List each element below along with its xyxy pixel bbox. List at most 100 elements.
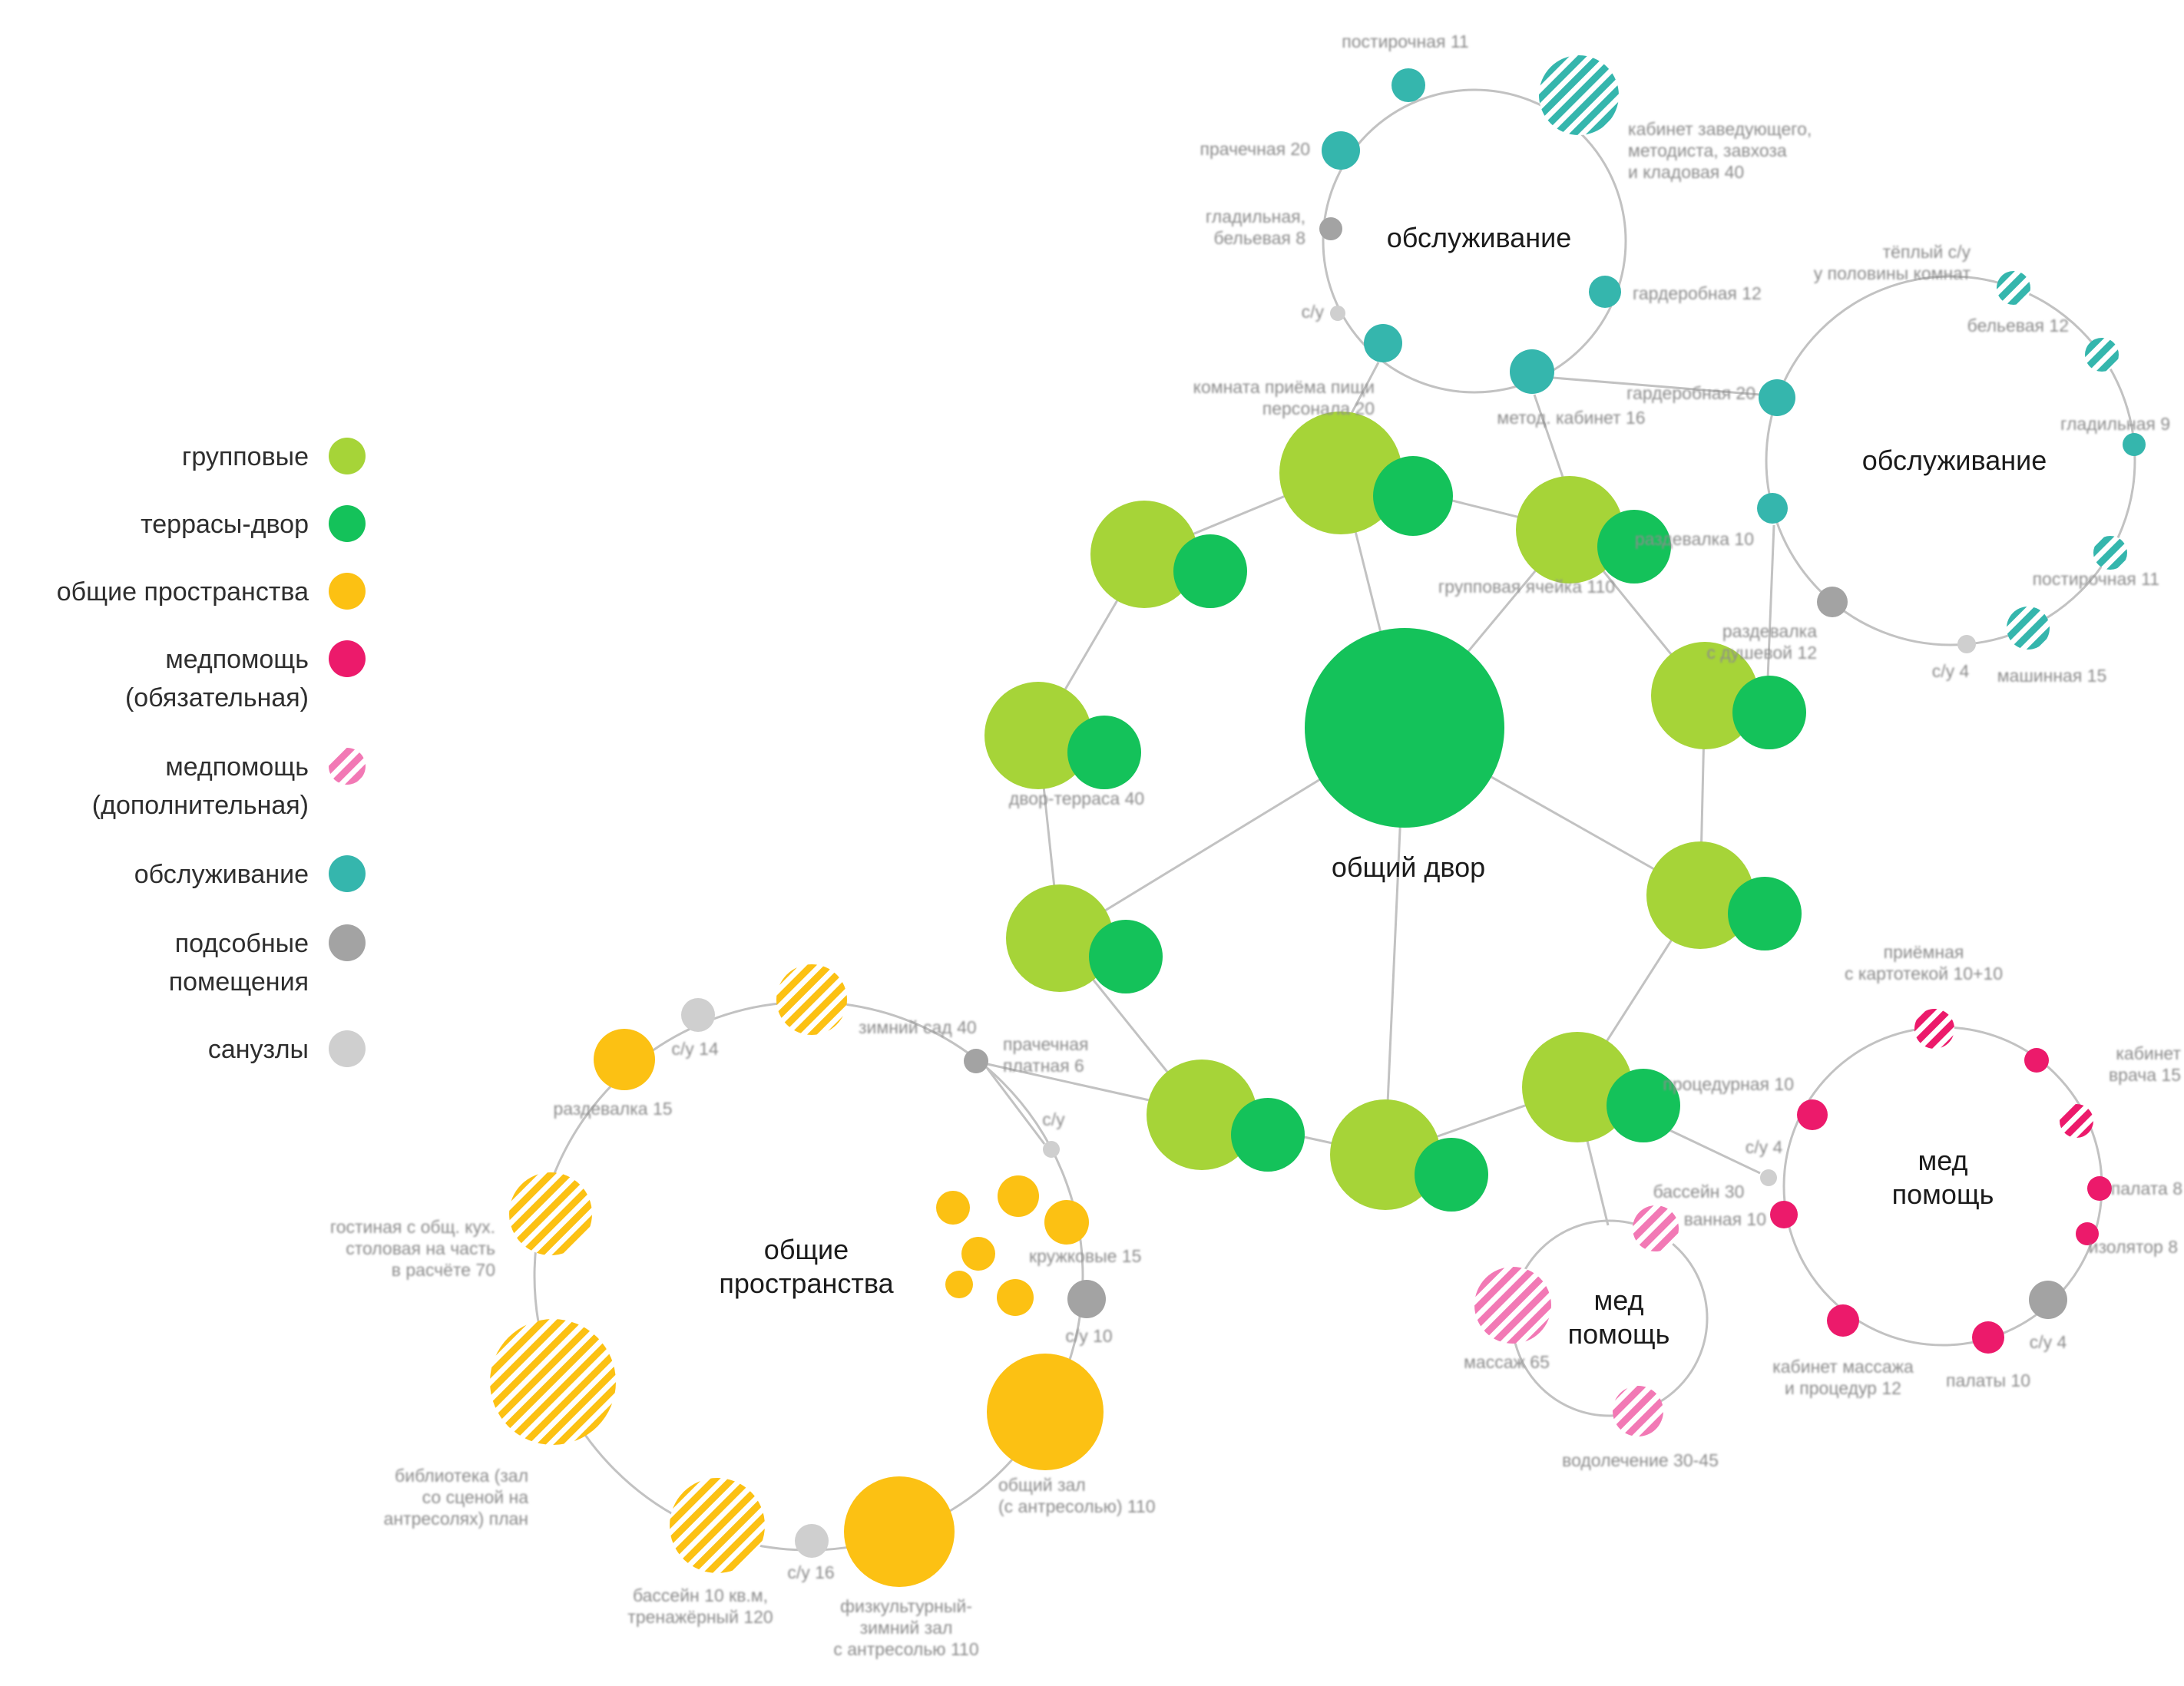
- terrace-bubble-5: [1415, 1138, 1488, 1212]
- med-main-label-7: ванная 10: [1684, 1209, 1766, 1229]
- med-main-label-0-line-1: с картотекой 10+10: [1845, 964, 2003, 984]
- med-main-node-1: [2024, 1048, 2049, 1073]
- common-spaces-node-14: [997, 1279, 1034, 1316]
- common-spaces-label-8: общий зал (с антресолью) 110: [998, 1475, 1156, 1516]
- service-top-label-3-line-1: бельевая 8: [1213, 228, 1305, 248]
- service-right-label-8: гардеробная 20: [1626, 383, 1755, 403]
- service-right-label-1-line-0: бельевая 12: [1967, 316, 2069, 336]
- service-right-label-6-line-1: с душевой 12: [1706, 643, 1817, 663]
- common-spaces-label-2-line-0: раздевалка 15: [553, 1099, 672, 1119]
- legend-label-0-line-0: групповые: [182, 442, 309, 471]
- med-main-label-0-line-0: приёмная: [1884, 942, 1964, 962]
- service-right-title: обслуживание: [1862, 445, 2047, 476]
- common-spaces-label-6-line-0: с/у 16: [787, 1562, 834, 1582]
- service-top-label-4-line-0: с/у: [1302, 302, 1325, 322]
- common-spaces-label-6: с/у 16: [787, 1562, 834, 1582]
- service-top-node-2: [1322, 131, 1360, 170]
- service-top-label-2: прачечная 20: [1200, 139, 1310, 159]
- med-main-label-8: процедурная 10: [1663, 1074, 1794, 1094]
- terrace-bubble-8: [1732, 676, 1806, 749]
- service-right-label-0-line-0: тёплый с/у: [1883, 242, 1971, 262]
- med-main-label-0: приёмная с картотекой 10+10: [1845, 942, 2003, 984]
- common-spaces-node-4: [490, 1319, 616, 1445]
- legend-label-7-line-0: санузлы: [208, 1035, 309, 1064]
- service-top-label-3: гладильная, бельевая 8: [1206, 207, 1305, 248]
- med-extra-label-2-line-0: водолечение 30-45: [1562, 1450, 1719, 1470]
- group-cell-bubble-4: [1147, 1060, 1257, 1170]
- service-right-label-1: бельевая 12: [1967, 316, 2069, 336]
- med-extra-node-0: [1633, 1205, 1679, 1251]
- common-spaces-node-9: [936, 1191, 970, 1225]
- service-top-label-6-line-0: метод. кабинет 16: [1497, 408, 1645, 428]
- legend-label-2: общие пространства: [57, 577, 309, 607]
- service-top-label-3-line-0: гладильная,: [1206, 207, 1305, 226]
- legend-label-6-line-1: помещения: [169, 967, 309, 997]
- service-top-label-1-line-1: методиста, завхоза: [1628, 140, 1787, 160]
- med-main-title: мед помощь: [1892, 1145, 1994, 1210]
- legend-dot-7: [329, 1030, 366, 1067]
- common-spaces-node-16: [964, 1049, 988, 1073]
- service-top-label-6: метод. кабинет 16: [1497, 408, 1645, 428]
- legend-dot-4: [329, 748, 366, 785]
- med-main-label-2: палата 8: [2111, 1179, 2182, 1198]
- service-right-node-6: [1817, 587, 1848, 617]
- center-ring-label-0: групповая ячейка 110: [1438, 577, 1615, 597]
- med-extra-node-2: [1613, 1386, 1663, 1436]
- common-spaces-label-7: физкультурный-зимний зал с антресолью 110: [833, 1596, 978, 1659]
- med-main-node-8: [1770, 1201, 1798, 1228]
- legend-dot-6: [329, 924, 366, 961]
- group-cell-bubble-1: [1090, 501, 1198, 608]
- common-spaces-label-4-line-2: антресолях) план: [384, 1509, 528, 1529]
- service-right-ring: [1765, 275, 2136, 646]
- service-top-node-5: [1364, 324, 1402, 362]
- legend-label-3-line-0: медпомощь: [165, 645, 309, 674]
- service-top-label-5-line-0: комната приёма пищи: [1193, 377, 1375, 397]
- med-extra-title-line-0: мед: [1594, 1284, 1644, 1316]
- common-spaces-label-5-line-0: бассейн 10 кв.м,: [633, 1585, 768, 1605]
- med-main-label-3-line-0: изолятор 8: [2089, 1237, 2178, 1257]
- service-top-node-6: [1510, 349, 1554, 394]
- service-right-label-4-line-0: машинная 15: [1997, 666, 2107, 686]
- common-spaces-label-11-line-1: платная 6: [1003, 1056, 1084, 1076]
- legend-label-1: террасы-двор: [141, 510, 309, 539]
- service-top-node-3: [1319, 217, 1342, 240]
- legend-label-4-line-0: медпомощь: [165, 752, 309, 782]
- service-top-label-4: с/у: [1302, 302, 1325, 322]
- center-ring-label-1-line-0: двор-терраса 40: [1009, 788, 1144, 808]
- common-spaces-label-1-line-0: с/у 14: [671, 1039, 719, 1059]
- common-spaces-label-0-line-0: зимний сад 40: [859, 1017, 977, 1037]
- med-main-label-4: с/у 4: [2030, 1332, 2067, 1352]
- service-top-label-5: комната приёма пищи персонала 20: [1193, 377, 1375, 418]
- med-extra-label-1: массаж 65: [1464, 1352, 1550, 1372]
- common-spaces-node-17: [1043, 1141, 1060, 1158]
- common-spaces-label-9: кружковые 15: [1029, 1246, 1141, 1266]
- service-top-ring: [1322, 88, 1627, 394]
- terrace-bubble-3: [1089, 920, 1163, 993]
- common-spaces-node-2: [594, 1029, 655, 1090]
- service-right-label-8-line-0: гардеробная 20: [1626, 383, 1755, 403]
- common-spaces-label-11: прачечная платная 6: [1003, 1034, 1088, 1076]
- service-right-label-7-line-0: раздевалка 10: [1635, 529, 1754, 549]
- common-spaces-label-10-line-0: с/у 10: [1065, 1326, 1112, 1346]
- legend-label-6: подсобные помещения: [169, 929, 309, 997]
- common-spaces-title: общие пространства: [719, 1234, 894, 1299]
- service-right-node-0: [1997, 271, 2030, 305]
- legend-label-7: санузлы: [208, 1035, 309, 1064]
- legend-label-3: медпомощь (обязательная): [125, 645, 309, 712]
- common-spaces-label-5-line-1: тренажёрный 120: [627, 1607, 773, 1627]
- common-courtyard-bubble: [1305, 628, 1504, 828]
- group-cell-bubble-7: [1646, 841, 1754, 949]
- common-spaces-label-3: гостиная с общ. кух. столовая на часть в р…: [330, 1217, 495, 1280]
- service-right-node-5: [1957, 635, 1976, 653]
- service-right-node-1: [2085, 338, 2119, 372]
- common-spaces-node-15: [1067, 1280, 1106, 1318]
- legend-dot-1: [329, 505, 366, 542]
- common-spaces-label-5: бассейн 10 кв.м, тренажёрный 120: [627, 1585, 773, 1627]
- service-top-title-line-0: обслуживание: [1387, 222, 1572, 253]
- med-extra-title-line-1: помощь: [1568, 1318, 1670, 1350]
- service-right-label-2: гладильная 9: [2060, 414, 2170, 434]
- med-main-label-2-line-0: палата 8: [2111, 1179, 2182, 1198]
- med-extra-label-0: бассейн 30: [1653, 1182, 1745, 1202]
